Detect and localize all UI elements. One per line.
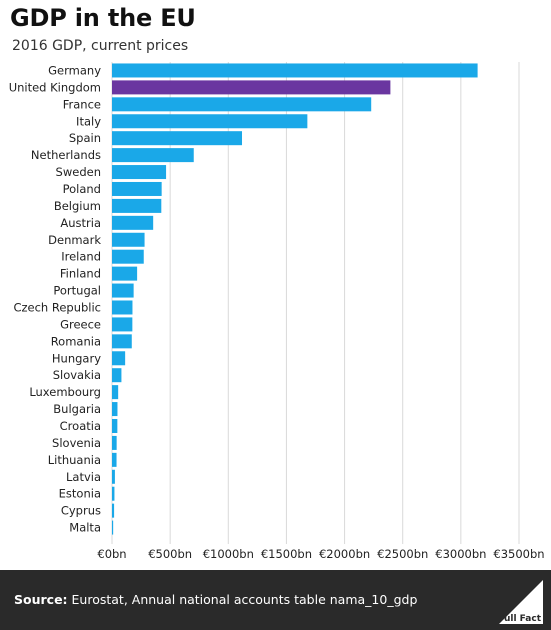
category-label: Ireland: [61, 250, 101, 264]
bar: [112, 97, 372, 112]
category-label: Lithuania: [48, 453, 101, 467]
category-label: Romania: [51, 334, 101, 348]
category-label: Austria: [60, 216, 101, 230]
category-label: Spain: [69, 131, 101, 145]
bar: [112, 215, 154, 230]
bar: [112, 469, 115, 484]
source-text: Eurostat, Annual national accounts table…: [67, 592, 418, 607]
category-label: Denmark: [48, 233, 101, 247]
bar-chart: €0bn €500bn €1000bn €1500bn €2000bn €2500bn €3…: [9, 62, 545, 561]
source-label: Source:: [14, 592, 68, 607]
category-label: Estonia: [59, 487, 101, 501]
bar: [112, 181, 162, 196]
bar: [112, 80, 391, 95]
category-label: Netherlands: [31, 148, 101, 162]
x-tick-label: €3000bn: [435, 547, 486, 561]
category-label: Slovenia: [52, 436, 101, 450]
bar: [112, 452, 117, 467]
bar: [112, 435, 117, 450]
x-tick-label: €3500bn: [493, 547, 544, 561]
bar: [112, 520, 114, 535]
category-label: Bulgaria: [53, 402, 101, 416]
category-label: Croatia: [60, 419, 101, 433]
chart-title: GDP in the EU: [10, 4, 196, 32]
x-tick-label: €2000bn: [319, 547, 370, 561]
bar: [112, 148, 194, 163]
bar: [112, 283, 134, 298]
category-label: Latvia: [66, 470, 101, 484]
category-label: Hungary: [52, 351, 101, 365]
category-label: Italy: [76, 114, 101, 128]
x-tick-label: €1500bn: [261, 547, 312, 561]
bar: [112, 317, 133, 332]
bar: [112, 418, 118, 433]
category-label: Czech Republic: [13, 300, 101, 314]
bar: [112, 402, 118, 417]
bar: [112, 266, 138, 281]
bar: [112, 385, 119, 400]
footer: Source: Eurostat, Annual national accoun…: [0, 570, 551, 630]
bar: [112, 503, 115, 518]
category-label: Poland: [63, 182, 101, 196]
category-label: United Kingdom: [9, 80, 101, 94]
bar: [112, 486, 115, 501]
full-fact-logo: [499, 580, 543, 624]
bar: [112, 351, 126, 366]
category-label: Greece: [60, 317, 101, 331]
category-label: Portugal: [53, 284, 101, 298]
category-label: Malta: [69, 521, 101, 535]
source-note: Source: Eurostat, Annual national accoun…: [14, 592, 417, 607]
category-label: France: [63, 97, 101, 111]
x-tick-label: €0bn: [97, 547, 126, 561]
bar: [112, 368, 122, 383]
category-label: Cyprus: [61, 504, 101, 518]
category-label: Germany: [48, 63, 101, 77]
bar: [112, 232, 145, 247]
category-label: Belgium: [54, 199, 101, 213]
bar: [112, 131, 243, 146]
category-label: Sweden: [56, 165, 101, 179]
category-label: Luxembourg: [29, 385, 101, 399]
bar: [112, 63, 478, 78]
bar: [112, 165, 167, 180]
chart-subtitle: 2016 GDP, current prices: [12, 38, 189, 54]
x-tick-label: €1000bn: [203, 547, 254, 561]
bar: [112, 249, 144, 264]
x-tick-label: €500bn: [148, 547, 192, 561]
bar: [112, 300, 133, 315]
x-tick-label: €2500bn: [377, 547, 428, 561]
bar: [112, 114, 308, 129]
bar: [112, 334, 132, 349]
category-label: Slovakia: [53, 368, 101, 382]
bar: [112, 198, 162, 213]
category-label: Finland: [60, 267, 101, 281]
logo-text: Full Fact: [498, 614, 541, 624]
